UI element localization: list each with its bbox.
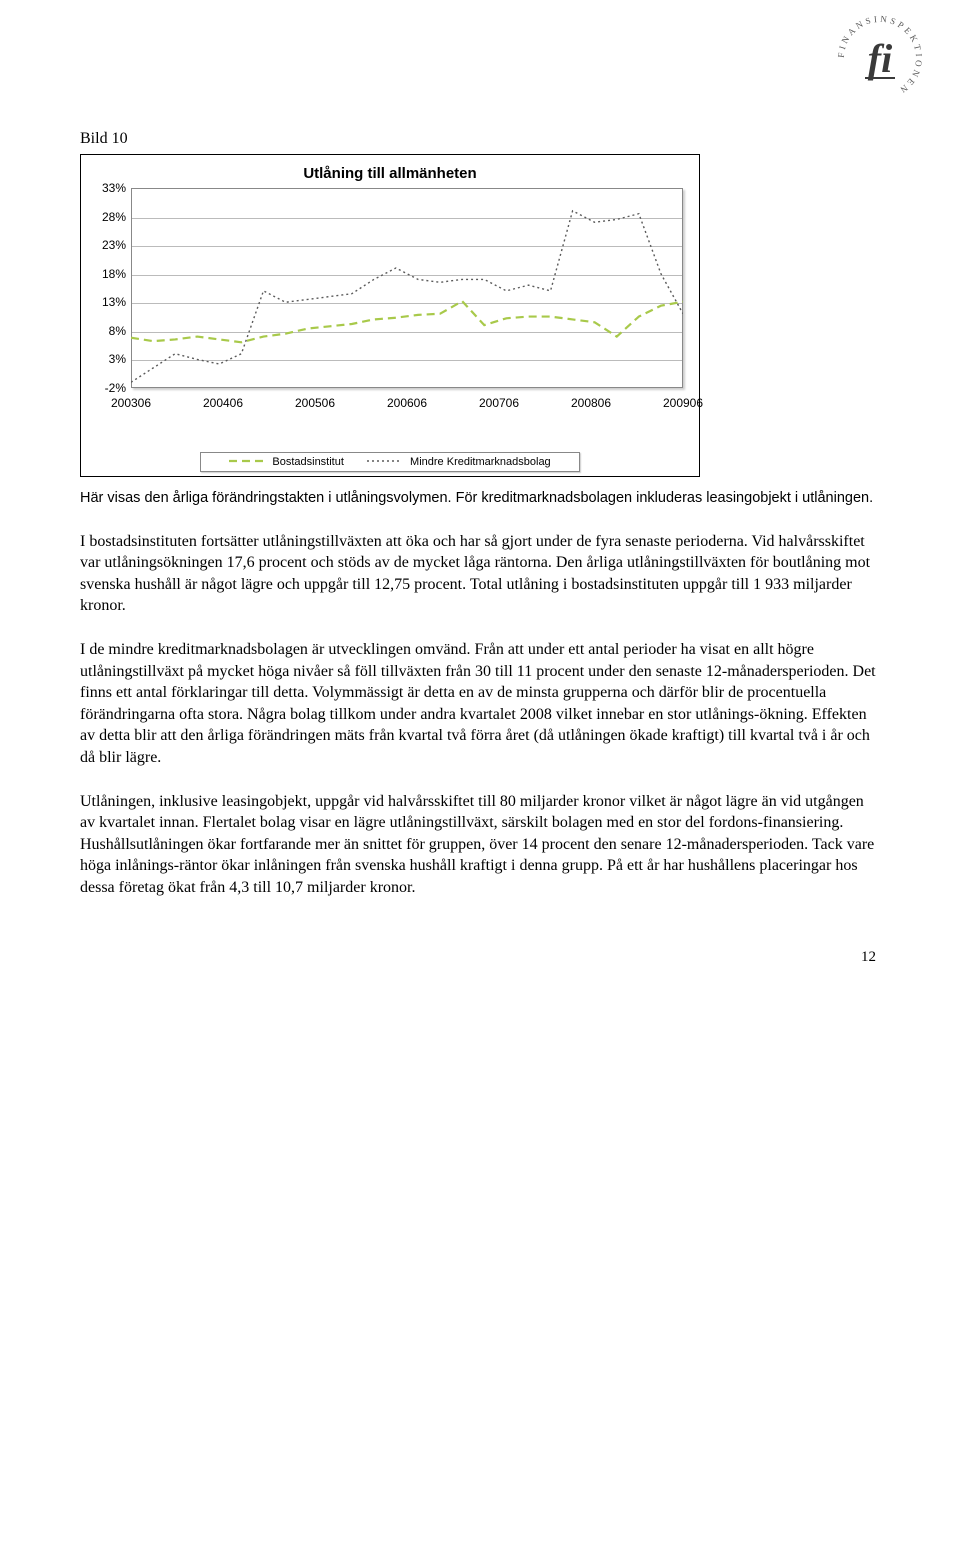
x-axis-tick: 200606 (377, 396, 437, 410)
y-axis-tick: 33% (91, 181, 126, 195)
chart-title: Utlåning till allmänheten (91, 165, 689, 182)
y-axis-tick: 28% (91, 210, 126, 224)
chart-plot: 33%28%23%18%13%8%3%-2% 20030620040620050… (131, 188, 683, 448)
x-axis-tick: 200506 (285, 396, 345, 410)
paragraph-2: I de mindre kreditmarknadsbolagen är utv… (80, 639, 880, 769)
x-axis-tick: 200906 (653, 396, 713, 410)
logo-svg: FINANSINSPEKTIONEN fi (830, 8, 930, 108)
legend-item-0: Bostadsinstitut (229, 456, 344, 468)
intro-text: Här visas den årliga förändringstakten i… (80, 489, 880, 509)
x-axis-tick: 200306 (101, 396, 161, 410)
page-number: 12 (80, 949, 880, 966)
y-axis-tick: -2% (91, 381, 126, 395)
legend-item-1: Mindre Kreditmarknadsbolag (367, 456, 551, 468)
paragraph-1: I bostadsinstituten fortsätter utlånings… (80, 531, 880, 617)
chart-container: Utlåning till allmänheten 33%28%23%18%13… (80, 154, 700, 477)
y-axis-tick: 8% (91, 324, 126, 338)
org-logo: FINANSINSPEKTIONEN fi (830, 8, 930, 108)
y-axis-tick: 18% (91, 267, 126, 281)
y-axis-tick: 3% (91, 352, 126, 366)
y-axis-tick: 23% (91, 238, 126, 252)
figure-label: Bild 10 (80, 130, 880, 148)
y-axis-tick: 13% (91, 295, 126, 309)
x-axis-tick: 200406 (193, 396, 253, 410)
x-axis-tick: 200806 (561, 396, 621, 410)
chart-legend: Bostadsinstitut Mindre Kreditmarknadsbol… (91, 452, 689, 472)
legend-label-0: Bostadsinstitut (272, 456, 344, 468)
x-axis-tick: 200706 (469, 396, 529, 410)
legend-label-1: Mindre Kreditmarknadsbolag (410, 456, 551, 468)
paragraph-3: Utlåningen, inklusive leasingobjekt, upp… (80, 791, 880, 899)
logo-mark: fi (868, 36, 892, 81)
